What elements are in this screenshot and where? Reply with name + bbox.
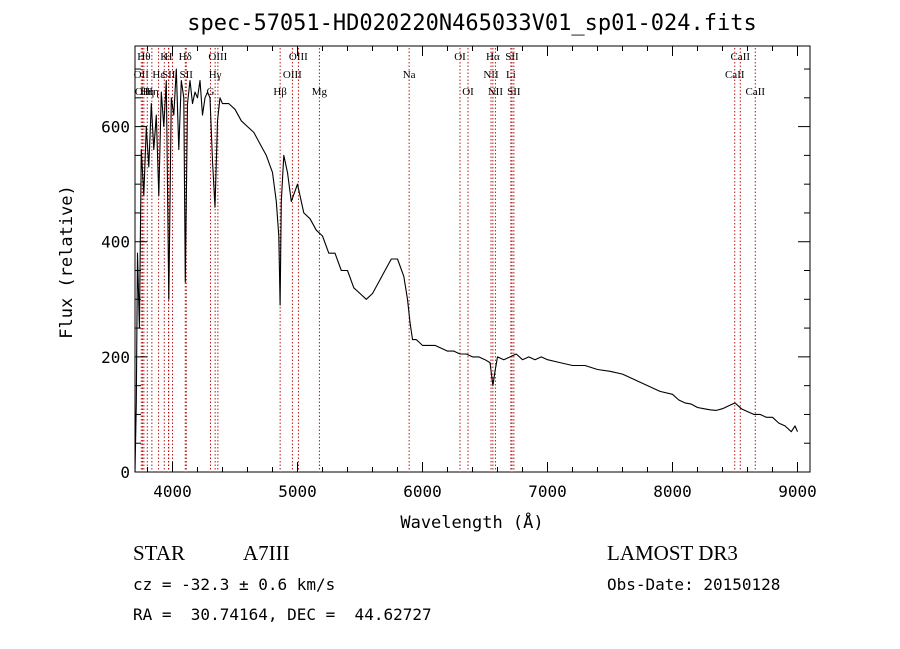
spectral-line-label: G [207, 86, 215, 98]
spectral-line-label: NII [488, 86, 504, 98]
spectral-line-label: Hη [145, 86, 159, 98]
y-axis-label: Flux (relative) [57, 185, 77, 339]
spectral-line-label: Hδ [179, 51, 192, 63]
spectral-line-label: K [160, 51, 168, 63]
spectral-line-label: Na [403, 69, 416, 81]
spectral-line-label: Mg [312, 86, 328, 98]
object-class: STAR [133, 541, 185, 565]
y-tick-label: 400 [101, 233, 130, 252]
x-tick-label: 5000 [278, 482, 317, 501]
x-tick-label: 9000 [778, 482, 817, 501]
spectral-line-label: NII [483, 69, 499, 81]
sky-coordinates: RA = 30.74164, DEC = 44.62727 [133, 605, 432, 624]
spectral-line-label: OI [462, 86, 474, 98]
y-tick-label: 600 [101, 118, 130, 137]
spectral-line-label: OI [454, 51, 466, 63]
spectral-line-label: SII [507, 86, 521, 98]
spectral-line-label: Hγ [209, 69, 222, 81]
y-tick-label: 0 [120, 463, 130, 482]
spectral-line-label: SII [505, 51, 519, 63]
spectral-line-label: Hθ [137, 51, 150, 63]
spectrum-line [134, 68, 799, 473]
spectral-line-label: Hη [140, 86, 154, 98]
x-tick-label: 6000 [403, 482, 442, 501]
x-tick-label: 7000 [528, 482, 567, 501]
spectral-line-label: OII [135, 86, 151, 98]
spectral-line-label: OIII [208, 51, 227, 63]
y-tick-label: 200 [101, 348, 130, 367]
observation-date: Obs-Date: 20150128 [607, 575, 780, 594]
spectral-line-label: OIII [289, 51, 308, 63]
spectral-line-label: CaII [745, 86, 765, 98]
spectral-line-label: H [165, 51, 173, 63]
spectral-line-label: Hε [152, 69, 165, 81]
chart-title: spec-57051-HD020220N465033V01_sp01-024.f… [187, 11, 757, 36]
spectral-line-label: CaII [730, 51, 750, 63]
x-axis-label: Wavelength (Å) [400, 511, 543, 533]
spectral-line-label: Li [506, 69, 516, 81]
spectral-line-label: Hα [486, 51, 500, 63]
plot-frame [134, 45, 811, 473]
x-tick-label: 4000 [153, 482, 192, 501]
spectral-subclass: A7III [243, 541, 290, 565]
spectral-line-label: OII [134, 69, 150, 81]
redshift-velocity: cz = -32.3 ± 0.6 km/s [133, 575, 335, 594]
spectral-line-label: CaII [725, 69, 745, 81]
spectral-line-label: SII [180, 69, 194, 81]
x-tick-label: 8000 [653, 482, 692, 501]
survey-release: LAMOST DR3 [607, 541, 738, 565]
spectral-line-label: Hβ [273, 86, 287, 98]
spectral-line-label: SII [162, 69, 176, 81]
spectral-line-label: OIII [283, 69, 302, 81]
